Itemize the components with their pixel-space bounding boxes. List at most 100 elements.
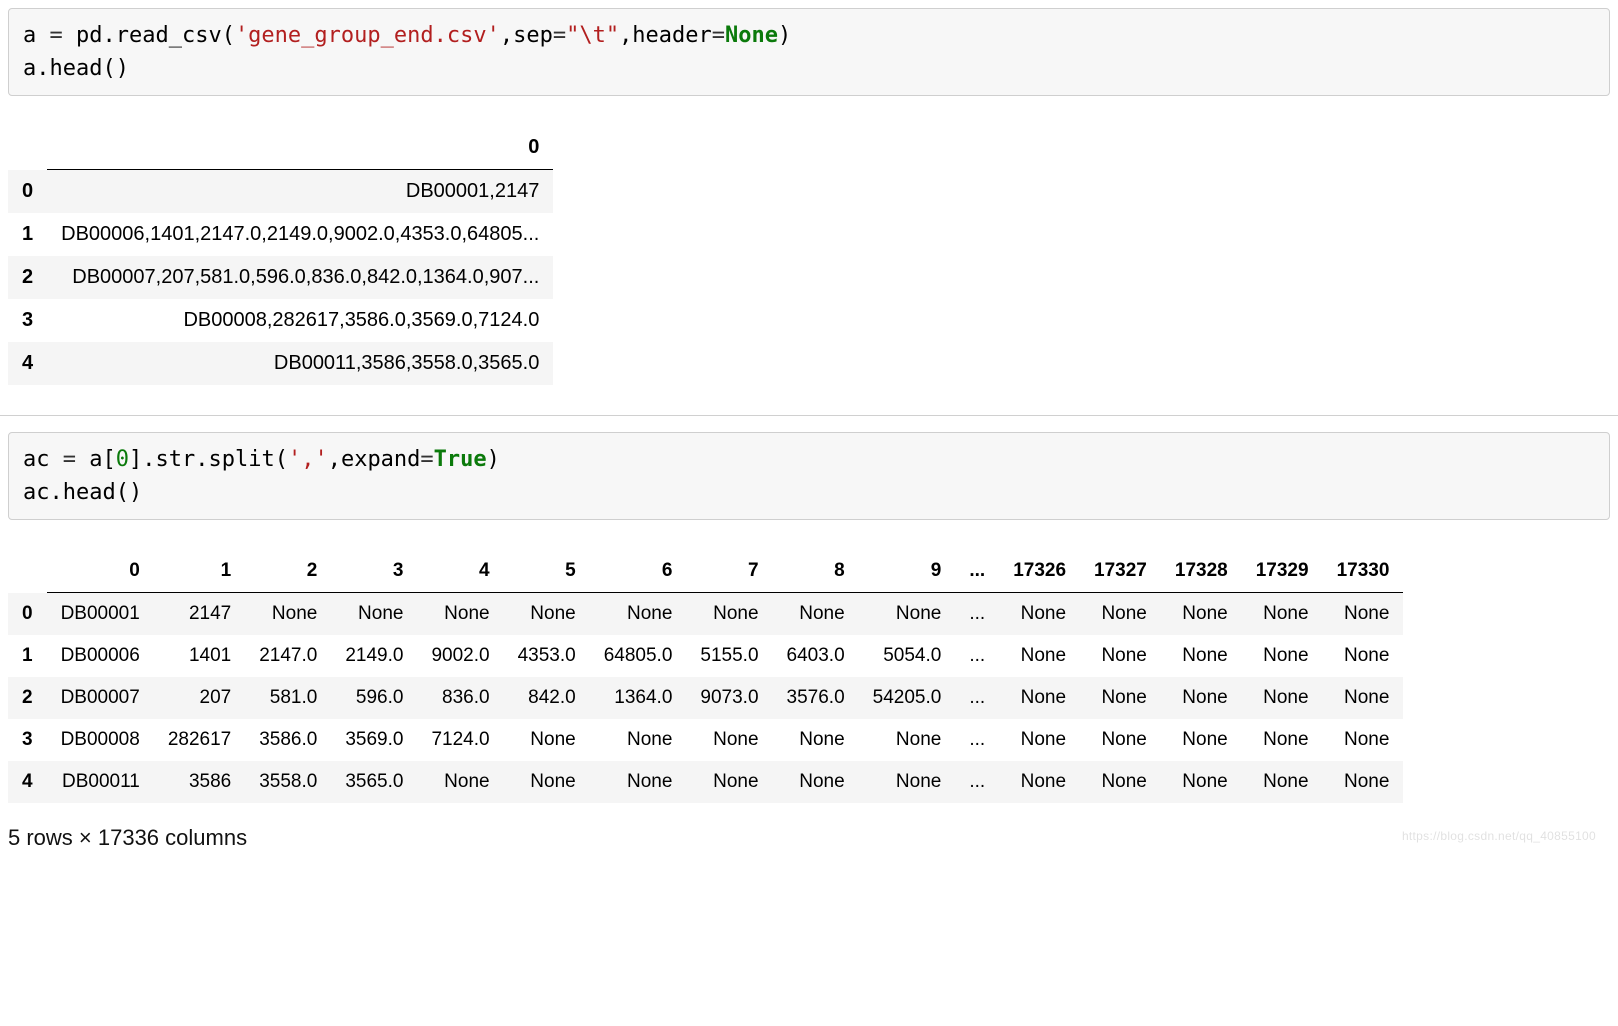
cell: 6403.0	[773, 635, 859, 677]
cell: ...	[955, 593, 999, 636]
code-token: None	[725, 23, 778, 48]
cell: None	[504, 719, 590, 761]
row-index: 4	[8, 342, 47, 385]
cell: 3586	[154, 761, 245, 803]
cell: 5155.0	[686, 635, 772, 677]
cell: None	[686, 719, 772, 761]
code-token: ac	[23, 447, 63, 472]
col-header: 17330	[1323, 550, 1404, 593]
cell: 54205.0	[859, 677, 956, 719]
cell: DB00006	[47, 635, 154, 677]
cell: None	[504, 593, 590, 636]
code-token: =	[420, 447, 433, 472]
dataframe-1: 00DB00001,21471DB00006,1401,2147.0,2149.…	[8, 126, 553, 385]
cell: None	[1080, 635, 1161, 677]
cell: None	[859, 761, 956, 803]
cell: 4353.0	[504, 635, 590, 677]
row-index: 1	[8, 213, 47, 256]
col-header: 3	[331, 550, 417, 593]
col-header: 17327	[1080, 550, 1161, 593]
cell: 7124.0	[417, 719, 503, 761]
table-row: 3DB00008,282617,3586.0,3569.0,7124.0	[8, 299, 553, 342]
cell: None	[1161, 677, 1242, 719]
cell: DB00006,1401,2147.0,2149.0,9002.0,4353.0…	[47, 213, 553, 256]
cell: None	[1161, 593, 1242, 636]
cell: DB00008	[47, 719, 154, 761]
cell: None	[1080, 761, 1161, 803]
cell: None	[1323, 635, 1404, 677]
cell: None	[1242, 677, 1323, 719]
cell: ...	[955, 719, 999, 761]
table-row: 1DB0000614012147.02149.09002.04353.06480…	[8, 635, 1403, 677]
col-header: 6	[590, 550, 687, 593]
cell: None	[773, 719, 859, 761]
table-row: 2DB00007207581.0596.0836.0842.01364.0907…	[8, 677, 1403, 719]
cell: 581.0	[245, 677, 331, 719]
table-row: 3DB000082826173586.03569.07124.0NoneNone…	[8, 719, 1403, 761]
cell: None	[999, 593, 1080, 636]
code-token: )	[487, 447, 500, 472]
col-header: 0	[47, 126, 553, 170]
cell: None	[590, 719, 687, 761]
cell: None	[1323, 761, 1404, 803]
cell: None	[1080, 719, 1161, 761]
cell: None	[686, 761, 772, 803]
cell: None	[590, 761, 687, 803]
cell: 1364.0	[590, 677, 687, 719]
col-header: 17326	[999, 550, 1080, 593]
cell: 5054.0	[859, 635, 956, 677]
code-token: pd.read_csv(	[63, 23, 235, 48]
row-index: 4	[8, 761, 47, 803]
cell: None	[1323, 719, 1404, 761]
cell: ...	[955, 761, 999, 803]
cell: None	[999, 761, 1080, 803]
cell: None	[1242, 635, 1323, 677]
col-header: 17328	[1161, 550, 1242, 593]
cell: None	[859, 719, 956, 761]
code-cell-1[interactable]: a = pd.read_csv('gene_group_end.csv',sep…	[8, 8, 1610, 96]
col-header: 17329	[1242, 550, 1323, 593]
cell: 1401	[154, 635, 245, 677]
code-token: ,header	[619, 23, 712, 48]
code-token: 0	[116, 447, 129, 472]
col-header: 4	[417, 550, 503, 593]
cell: 2147	[154, 593, 245, 636]
cell: None	[686, 593, 772, 636]
cell: DB00011	[47, 761, 154, 803]
cell: None	[1161, 719, 1242, 761]
code-token: ','	[288, 447, 328, 472]
cell: 3569.0	[331, 719, 417, 761]
cell: DB00001	[47, 593, 154, 636]
cell: None	[245, 593, 331, 636]
code-token: =	[50, 23, 63, 48]
cell: 836.0	[417, 677, 503, 719]
dataframe-shape-note: 5 rows × 17336 columns	[8, 825, 1610, 851]
dataframe-2: 0123456789...17326173271732817329173300D…	[8, 550, 1403, 803]
code-token: 'gene_group_end.csv'	[235, 23, 500, 48]
cell: None	[590, 593, 687, 636]
cell: None	[999, 719, 1080, 761]
table-row: 1DB00006,1401,2147.0,2149.0,9002.0,4353.…	[8, 213, 553, 256]
cell: None	[331, 593, 417, 636]
cell: 9002.0	[417, 635, 503, 677]
cell-separator	[0, 415, 1618, 416]
row-index: 2	[8, 677, 47, 719]
code-token: "\t"	[566, 23, 619, 48]
code-cell-2[interactable]: ac = a[0].str.split(',',expand=True) ac.…	[8, 432, 1610, 520]
cell: None	[773, 593, 859, 636]
row-index: 0	[8, 170, 47, 214]
cell: 842.0	[504, 677, 590, 719]
col-header: 0	[47, 550, 154, 593]
table-row: 2DB00007,207,581.0,596.0,836.0,842.0,136…	[8, 256, 553, 299]
code-token: ac.head()	[23, 480, 142, 505]
col-header: 7	[686, 550, 772, 593]
cell: ...	[955, 635, 999, 677]
cell: None	[504, 761, 590, 803]
code-token: ].str.split(	[129, 447, 288, 472]
cell: None	[859, 593, 956, 636]
col-header: ...	[955, 550, 999, 593]
row-index: 3	[8, 299, 47, 342]
cell: 64805.0	[590, 635, 687, 677]
code-token: a	[23, 23, 50, 48]
cell: None	[1242, 761, 1323, 803]
